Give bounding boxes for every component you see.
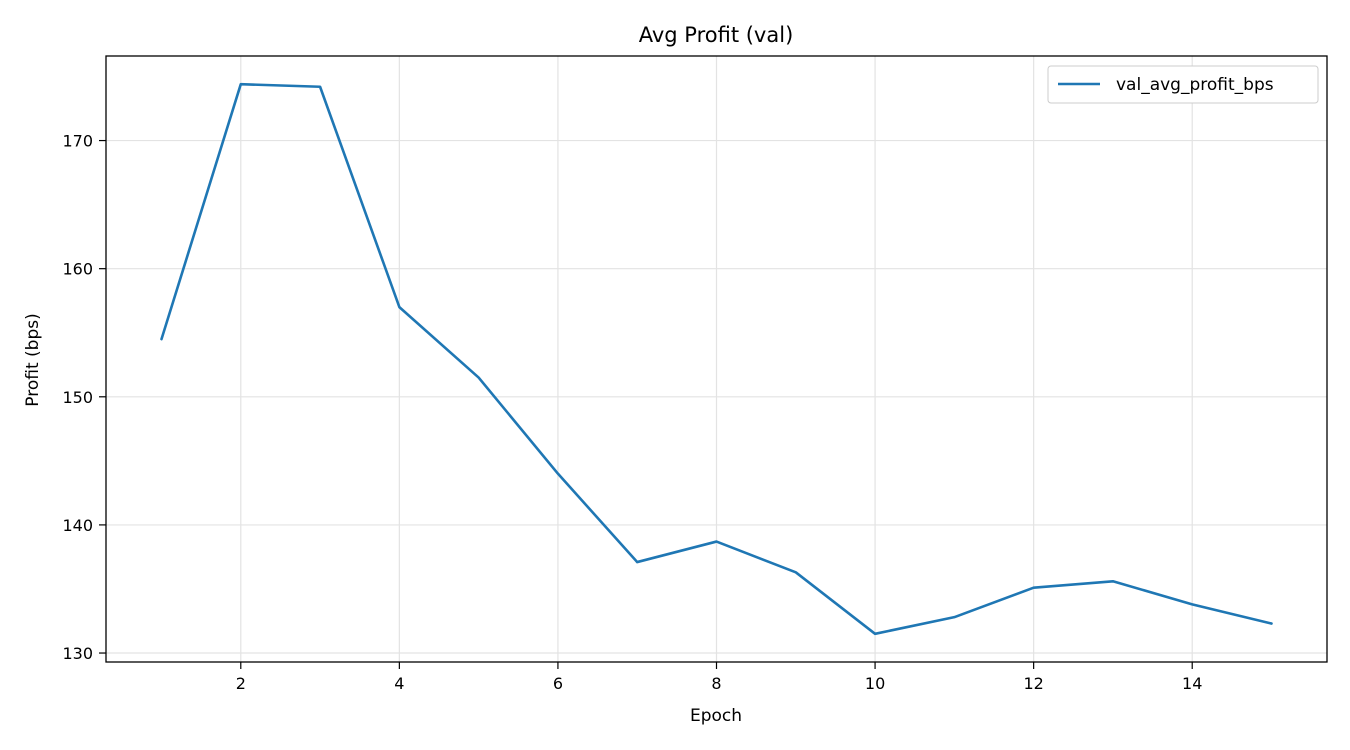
- x-tick-label: 10: [865, 674, 885, 693]
- legend-label: val_avg_profit_bps: [1116, 75, 1274, 95]
- x-tick-label: 8: [711, 674, 721, 693]
- y-tick-label: 170: [62, 132, 93, 151]
- legend: val_avg_profit_bps: [1047, 65, 1319, 104]
- y-axis-label: Profit (bps): [23, 313, 43, 406]
- y-tick-label: 160: [62, 260, 93, 279]
- legend-box: [1047, 65, 1319, 104]
- y-axis-ticks: 130 140 150 160 170: [62, 132, 106, 663]
- series-line: [160, 82, 1273, 636]
- x-tick-label: 2: [236, 674, 246, 693]
- grid-lines: [106, 56, 1327, 662]
- chart-title: Avg Profit (val): [639, 23, 794, 47]
- x-axis-ticks: 2 4 6 8 10 12 14: [236, 662, 1202, 693]
- series-layer: [160, 82, 1273, 636]
- y-tick-label: 130: [62, 644, 93, 663]
- y-tick-label: 150: [62, 388, 93, 407]
- x-tick-label: 14: [1182, 674, 1202, 693]
- x-tick-label: 4: [394, 674, 404, 693]
- x-axis-label: Epoch: [690, 706, 742, 726]
- x-tick-label: 6: [553, 674, 563, 693]
- x-tick-label: 12: [1023, 674, 1043, 693]
- y-tick-label: 140: [62, 516, 93, 535]
